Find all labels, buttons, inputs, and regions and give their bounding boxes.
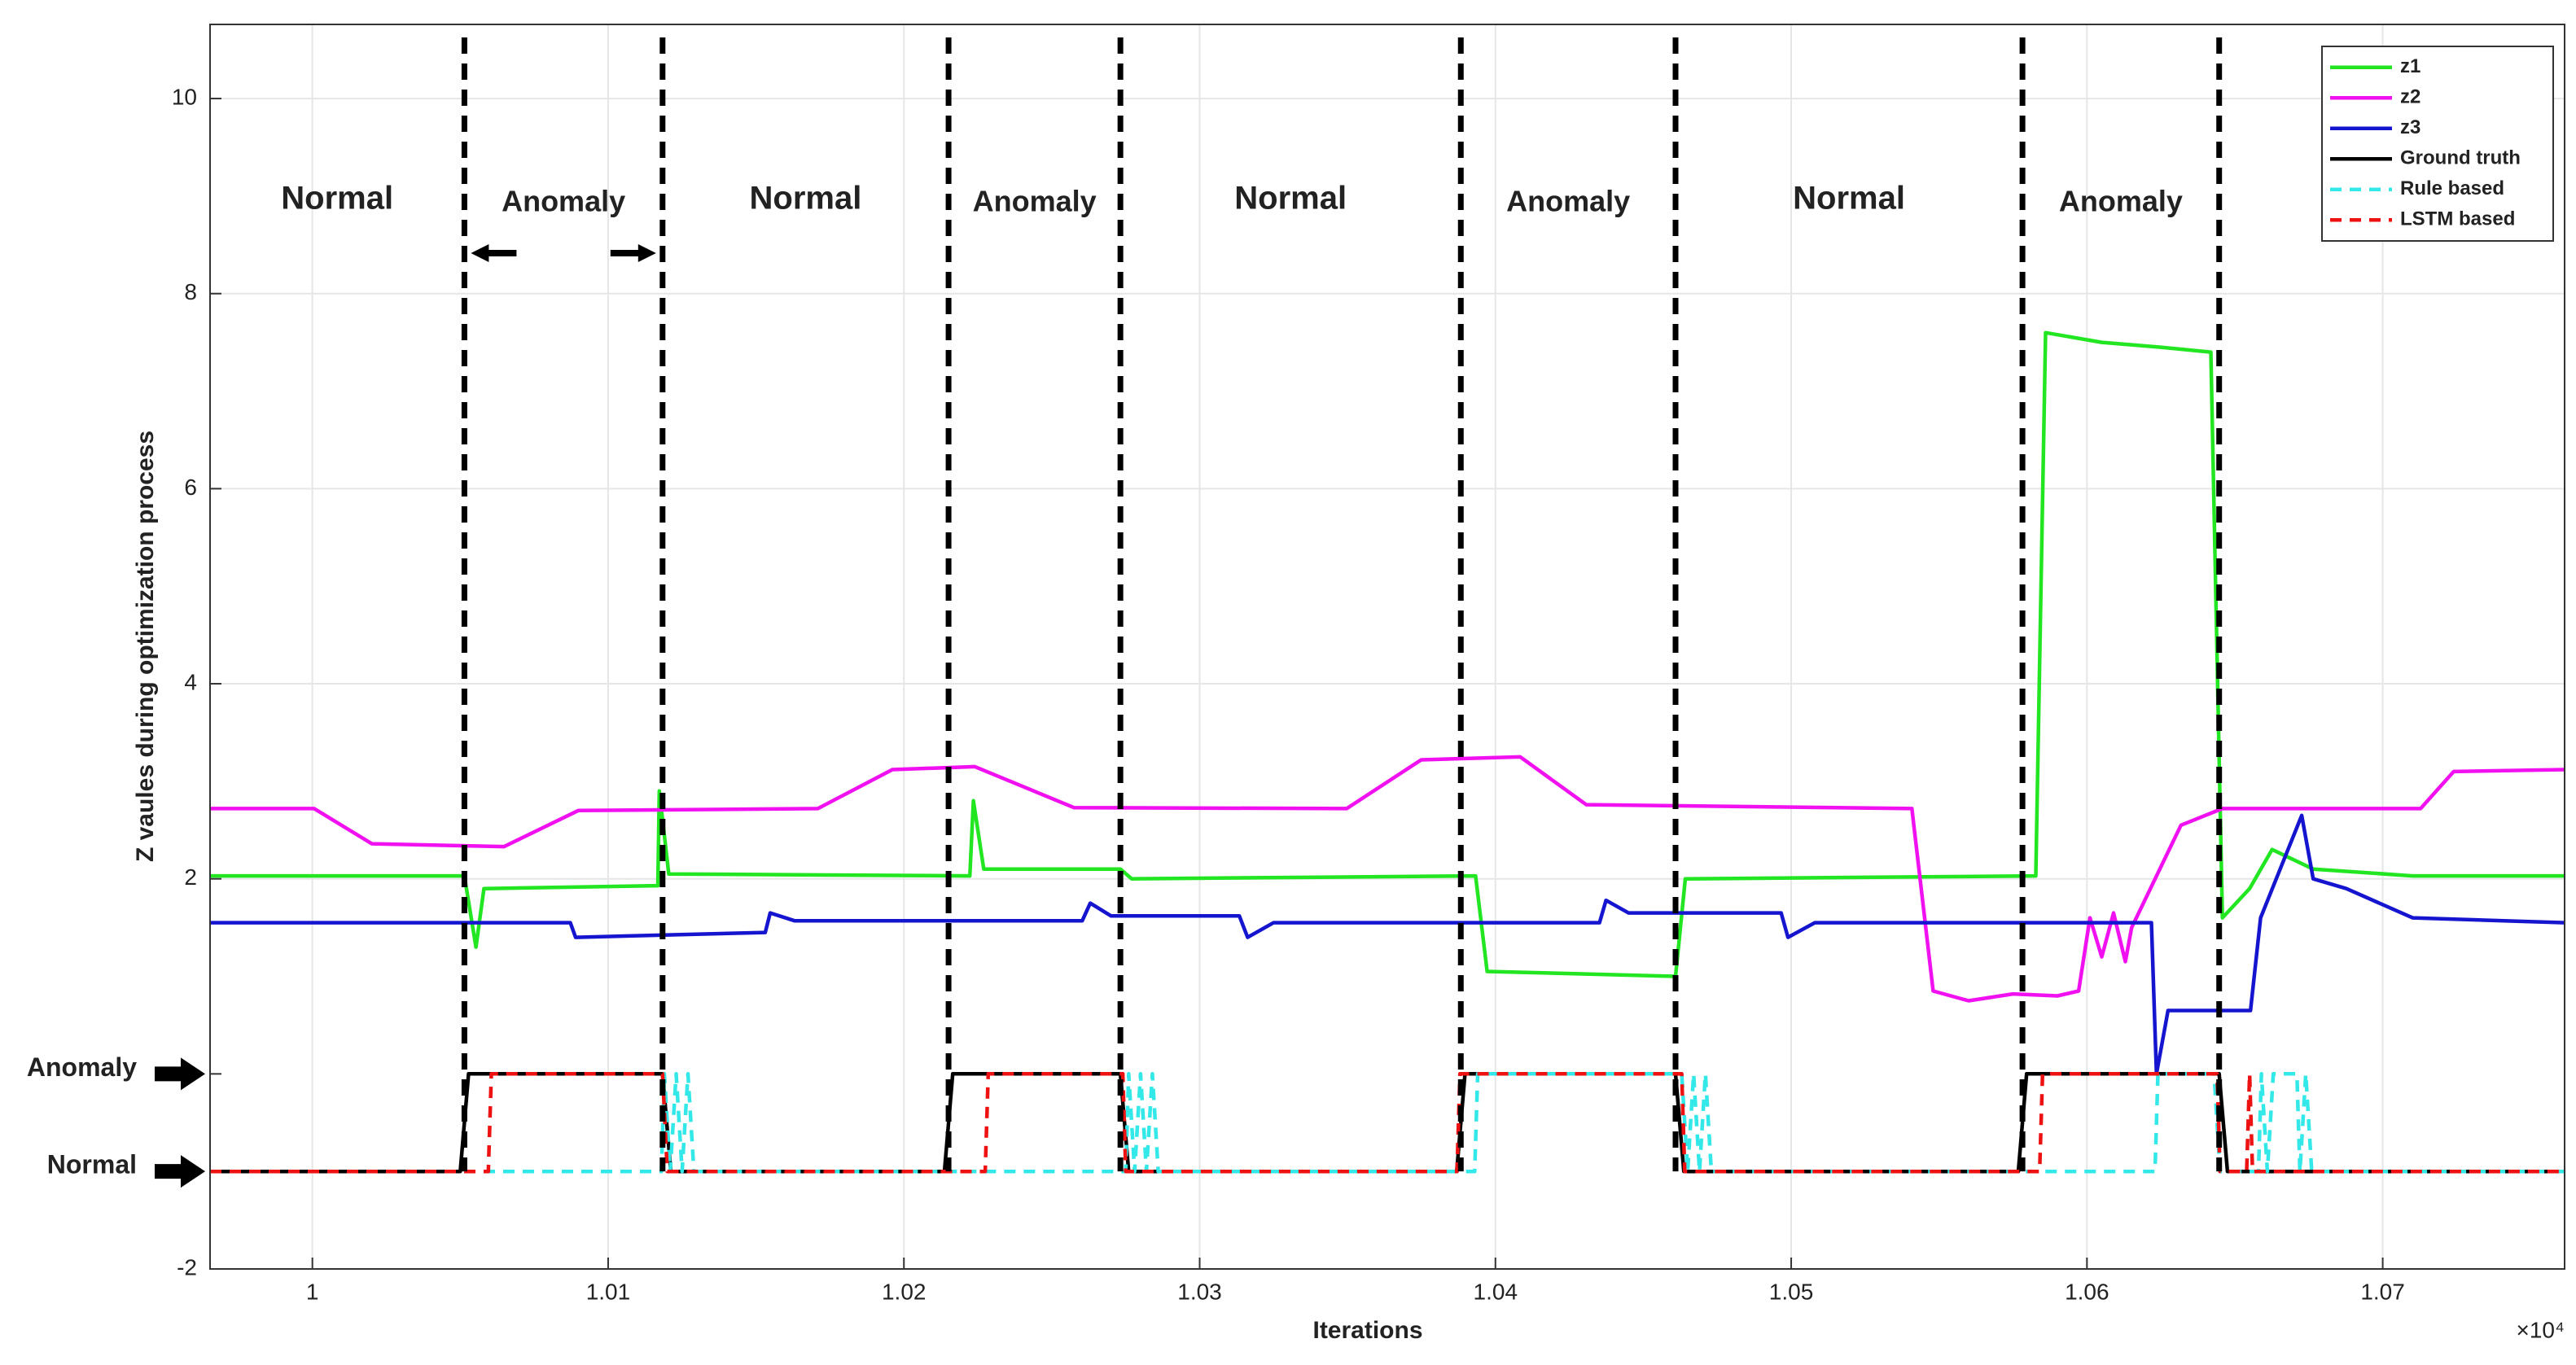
x-tick-label: 1.05 [1769, 1279, 1814, 1304]
region-label: Normal [281, 181, 393, 217]
x-tick-label: 1.03 [1177, 1279, 1222, 1304]
x-axis-label: Iterations [1312, 1317, 1422, 1344]
y-tick-label: 10 [172, 84, 197, 109]
y-axis-label: Z vaules during optimization process [132, 431, 159, 862]
y-tick-label: Normal [47, 1150, 137, 1179]
y-tick-label: 6 [184, 475, 197, 500]
region-label: Anomaly [1506, 185, 1630, 218]
x-tick-label: 1 [306, 1279, 319, 1304]
x-tick-label: 1.07 [2360, 1279, 2405, 1304]
series-line [210, 330, 2565, 978]
region-label: Anomaly [973, 185, 1097, 218]
region-label: Normal [1234, 181, 1347, 217]
region-label: Anomaly [2059, 185, 2183, 218]
x-multiplier: ×10⁴ [2516, 1317, 2565, 1342]
y-tick-label: 2 [184, 864, 197, 890]
x-tick-label: 1.01 [586, 1279, 631, 1304]
series-line [210, 1072, 2565, 1174]
x-tick-label: 1.02 [882, 1279, 927, 1304]
y-tick-label: 4 [184, 669, 197, 694]
legend-label: Ground truth [2400, 147, 2521, 169]
region-label: Normal [1793, 181, 1905, 217]
legend-label: LSTM based [2400, 208, 2515, 230]
y-tick-arrow [155, 1155, 205, 1188]
series-line [210, 755, 2565, 1003]
legend-box [2321, 46, 2554, 242]
axes-box [209, 24, 2565, 1270]
series-line [210, 813, 2565, 1076]
x-tick-label: 1.06 [2065, 1279, 2109, 1304]
y-tick-label: -2 [177, 1254, 197, 1280]
legend-label: z1 [2400, 55, 2420, 77]
y-tick-label: Anomaly [27, 1052, 137, 1082]
legend-label: z3 [2400, 116, 2420, 138]
series-line [210, 1072, 2565, 1174]
region-arrow [471, 244, 517, 262]
legend-label: z2 [2400, 86, 2420, 108]
series-line [210, 1072, 2565, 1174]
y-tick-label: 8 [184, 279, 197, 304]
y-tick-arrow [155, 1057, 205, 1091]
region-label: Normal [750, 181, 862, 217]
legend-label: Rule based [2400, 177, 2504, 199]
legend: z1 z2 z3 Ground truth Rule based LSTM based [2321, 46, 2554, 242]
region-arrow [610, 244, 656, 262]
region-label: Anomaly [502, 185, 625, 218]
x-tick-label: 1.04 [1474, 1279, 1518, 1304]
